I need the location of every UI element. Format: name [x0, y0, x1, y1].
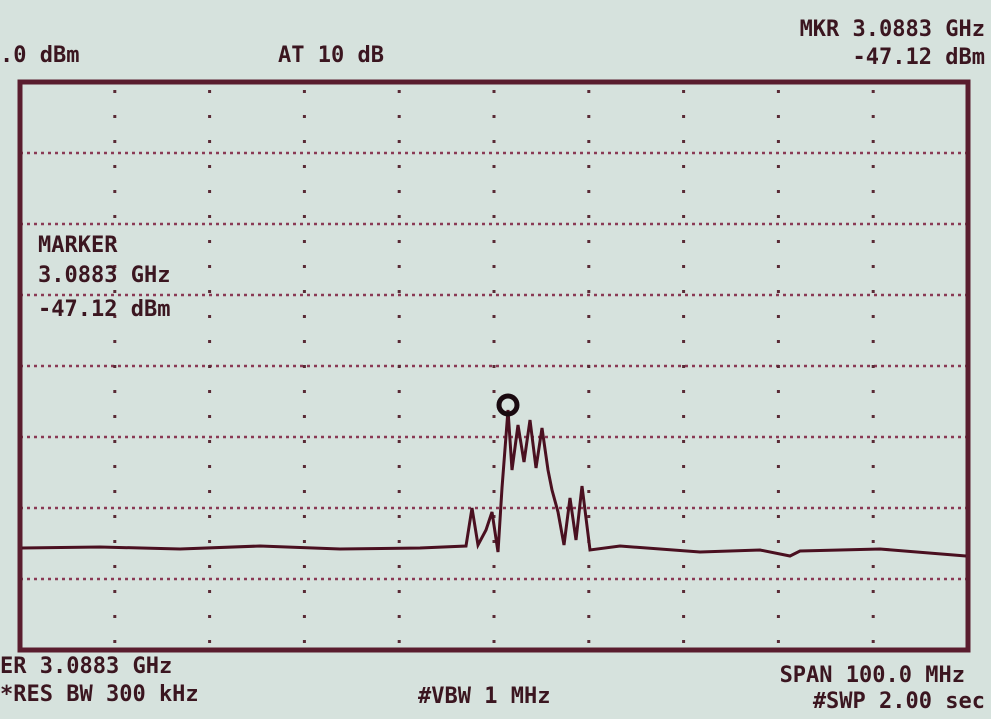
marker-box-freq: 3.0883 GHz — [38, 263, 170, 288]
span: SPAN 100.0 MHz — [780, 663, 965, 688]
marker-level: -47.12 dBm — [853, 45, 985, 70]
spectrum-trace — [21, 409, 967, 558]
rbw: *RES BW 300 kHz — [0, 682, 199, 707]
vbw: #VBW 1 MHz — [418, 684, 550, 709]
marker-symbol — [496, 393, 520, 417]
marker-box-level: -47.12 dBm — [38, 297, 170, 322]
sweep: #SWP 2.00 sec — [813, 689, 985, 714]
marker-title: MARKER — [38, 233, 118, 258]
center-freq: ER 3.0883 GHz — [0, 654, 172, 679]
reference-level: .0 dBm — [0, 43, 79, 68]
graticule-border — [17, 79, 971, 653]
attenuation: AT 10 dB — [278, 43, 384, 68]
marker-freq: MKR 3.0883 GHz — [800, 17, 985, 42]
